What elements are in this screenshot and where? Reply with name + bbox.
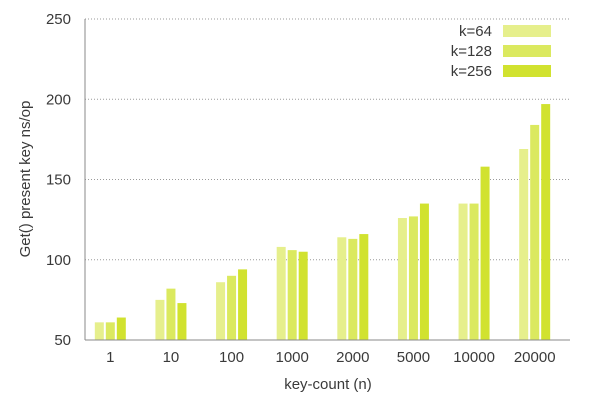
y-tick-label: 250 [46,11,71,28]
bar-group [276,246,308,340]
bar [238,269,248,340]
x-tick-label: 100 [219,349,244,366]
axes [84,19,570,341]
bar [177,303,187,340]
legend-swatch [503,45,551,57]
bar [287,250,297,340]
bar [276,246,286,340]
x-tick-label: 1000 [276,349,309,366]
legend-label: k=256 [451,63,492,80]
bar [337,237,347,340]
x-tick-label: 1 [106,349,114,366]
bar [519,149,529,340]
bar-group [155,288,187,340]
bar [348,238,358,340]
bar [530,124,540,341]
bar [105,322,115,340]
bar [116,317,126,340]
bar-group [337,234,369,340]
bar [419,203,429,340]
bar [216,282,226,340]
bar-groups [94,104,551,341]
bar-group [216,269,248,340]
x-tick-label: 10 [163,349,180,366]
bar-group [397,203,429,340]
bar [227,275,237,340]
bar [397,218,407,340]
bar [155,299,165,340]
bar [298,251,308,340]
y-tick-label: 50 [54,332,71,349]
bar [166,288,176,340]
bar-group [519,104,551,341]
legend-label: k=64 [459,23,492,40]
bar-group [458,166,490,340]
legend-swatch [503,65,551,77]
legend-swatch [503,25,551,37]
y-tick-label: 100 [46,252,71,269]
bar [541,104,551,340]
bar [458,203,468,340]
bar [480,166,490,340]
y-tick-label: 150 [46,172,71,189]
legend-label: k=128 [451,43,492,60]
bar [359,234,369,340]
x-tick-labels: 1 10 100 1000 2000 5000 10000 20000 [106,349,555,366]
bar-group [94,317,126,340]
legend: k=64 k=128 k=256 [451,23,551,80]
bar [469,203,479,340]
bar [94,322,104,340]
x-tick-label: 20000 [514,349,556,366]
y-axis-label: Get() present key ns/op [17,101,34,258]
y-tick-labels: 50 100 150 200 250 [46,11,71,349]
x-tick-label: 2000 [336,349,369,366]
x-tick-label: 10000 [453,349,495,366]
x-tick-label: 5000 [397,349,430,366]
x-axis-label: key-count (n) [284,376,372,393]
y-tick-label: 200 [46,91,71,108]
bar [408,216,418,340]
grid-lines [85,18,570,261]
